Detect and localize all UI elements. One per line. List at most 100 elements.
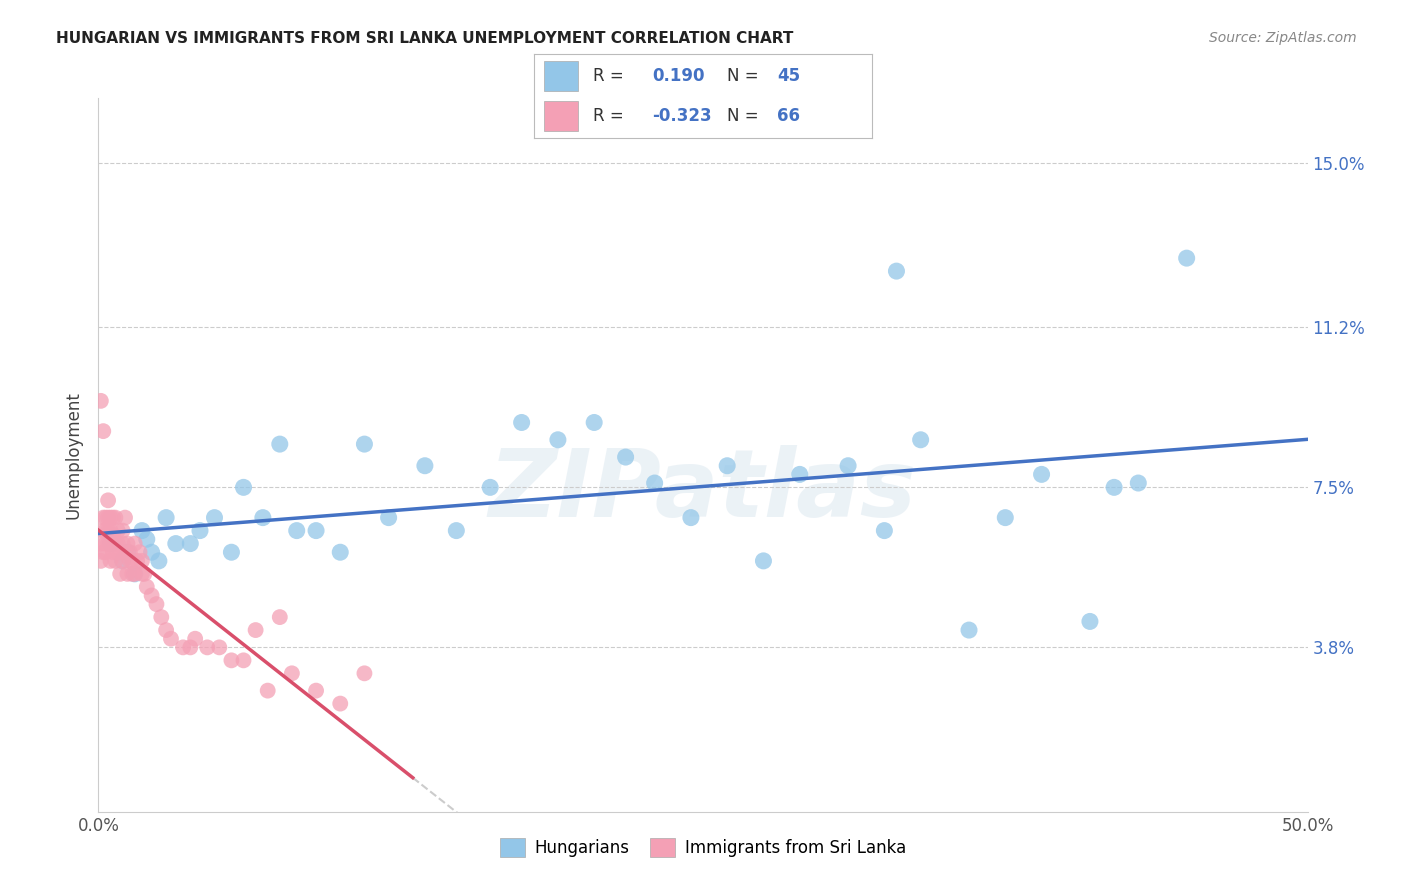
Point: [155, 623, 177, 637]
Point: [160, 632, 183, 646]
Point: [886, 264, 908, 278]
Point: [510, 416, 533, 430]
Point: [145, 597, 167, 611]
Point: [679, 510, 702, 524]
Point: [97, 493, 120, 508]
Point: [118, 545, 141, 559]
Point: [353, 666, 375, 681]
Y-axis label: Unemployment: Unemployment: [65, 391, 83, 519]
Point: [1031, 467, 1053, 482]
Point: [107, 524, 129, 538]
Point: [128, 545, 150, 559]
Point: [94, 510, 117, 524]
Point: [165, 536, 187, 550]
Text: HUNGARIAN VS IMMIGRANTS FROM SRI LANKA UNEMPLOYMENT CORRELATION CHART: HUNGARIAN VS IMMIGRANTS FROM SRI LANKA U…: [56, 31, 793, 46]
Point: [1128, 476, 1150, 491]
Point: [100, 536, 122, 550]
Point: [583, 416, 606, 430]
Text: 45: 45: [778, 67, 800, 85]
Point: [837, 458, 859, 473]
Point: [281, 666, 304, 681]
Point: [377, 510, 399, 524]
Text: N =: N =: [727, 107, 758, 125]
Text: R =: R =: [593, 107, 624, 125]
Point: [100, 524, 122, 538]
Point: [121, 566, 143, 581]
Point: [94, 524, 117, 538]
Point: [97, 536, 120, 550]
Point: [135, 533, 157, 547]
Point: [107, 545, 129, 559]
Point: [644, 476, 666, 491]
Point: [252, 510, 274, 524]
Point: [232, 480, 254, 494]
Point: [101, 510, 124, 524]
Point: [172, 640, 194, 655]
Point: [329, 545, 352, 559]
Point: [155, 510, 177, 524]
Point: [114, 510, 136, 524]
Point: [910, 433, 932, 447]
Point: [752, 554, 775, 568]
Point: [716, 458, 738, 473]
Text: ZIPatlas: ZIPatlas: [489, 444, 917, 537]
Point: [100, 554, 122, 568]
Point: [134, 566, 156, 581]
Point: [100, 510, 122, 524]
Point: [94, 536, 117, 550]
Point: [111, 536, 134, 550]
Point: [305, 683, 328, 698]
Point: [195, 640, 218, 655]
Point: [179, 536, 201, 550]
Point: [97, 524, 120, 538]
Point: [305, 524, 328, 538]
Point: [1102, 480, 1125, 494]
Point: [97, 510, 120, 524]
Point: [114, 545, 136, 559]
Point: [873, 524, 896, 538]
Point: [256, 683, 278, 698]
Point: [117, 566, 139, 581]
Legend: Hungarians, Immigrants from Sri Lanka: Hungarians, Immigrants from Sri Lanka: [494, 831, 912, 864]
Point: [285, 524, 308, 538]
Point: [446, 524, 468, 538]
Point: [179, 640, 201, 655]
Point: [91, 424, 114, 438]
Point: [789, 467, 811, 482]
Point: [131, 554, 153, 568]
Point: [108, 545, 131, 559]
Point: [94, 545, 117, 559]
Point: [994, 510, 1017, 524]
Point: [91, 524, 114, 538]
Point: [353, 437, 375, 451]
Point: [124, 566, 146, 581]
Point: [957, 623, 980, 637]
Point: [150, 610, 173, 624]
Point: [221, 653, 243, 667]
Point: [135, 580, 157, 594]
Point: [184, 632, 207, 646]
Point: [269, 610, 291, 624]
Point: [121, 554, 143, 568]
Point: [329, 697, 352, 711]
Point: [188, 524, 211, 538]
Text: 66: 66: [778, 107, 800, 125]
Point: [127, 554, 149, 568]
Point: [90, 536, 112, 550]
Point: [90, 554, 112, 568]
Point: [131, 566, 153, 581]
Point: [141, 545, 163, 559]
Point: [101, 545, 124, 559]
Text: N =: N =: [727, 67, 758, 85]
Point: [413, 458, 436, 473]
Point: [104, 554, 127, 568]
Point: [141, 589, 163, 603]
Point: [117, 536, 139, 550]
Point: [124, 536, 146, 550]
Point: [104, 510, 127, 524]
Point: [111, 524, 134, 538]
Point: [111, 554, 134, 568]
Point: [232, 653, 254, 667]
Point: [124, 566, 146, 581]
FancyBboxPatch shape: [544, 62, 578, 91]
